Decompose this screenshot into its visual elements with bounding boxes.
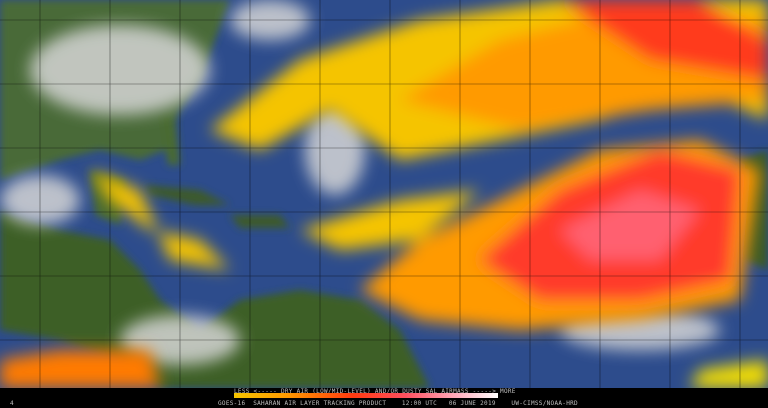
colorbar-label: LESS <----- DRY AIR (LOW/MID-LEVEL) AND/… (234, 388, 516, 395)
lat-lon-grid (0, 0, 768, 388)
sal-map (0, 0, 768, 388)
legend-strip: LESS <----- DRY AIR (LOW/MID-LEVEL) AND/… (0, 388, 768, 408)
sal-dust-areas (0, 0, 768, 388)
product-footer: GOES-16 SAHARAN AIR LAYER TRACKING PRODU… (218, 400, 578, 407)
cloud-areas (0, 0, 720, 365)
corner-mark: 4 (10, 400, 14, 407)
colorbar (234, 393, 498, 398)
